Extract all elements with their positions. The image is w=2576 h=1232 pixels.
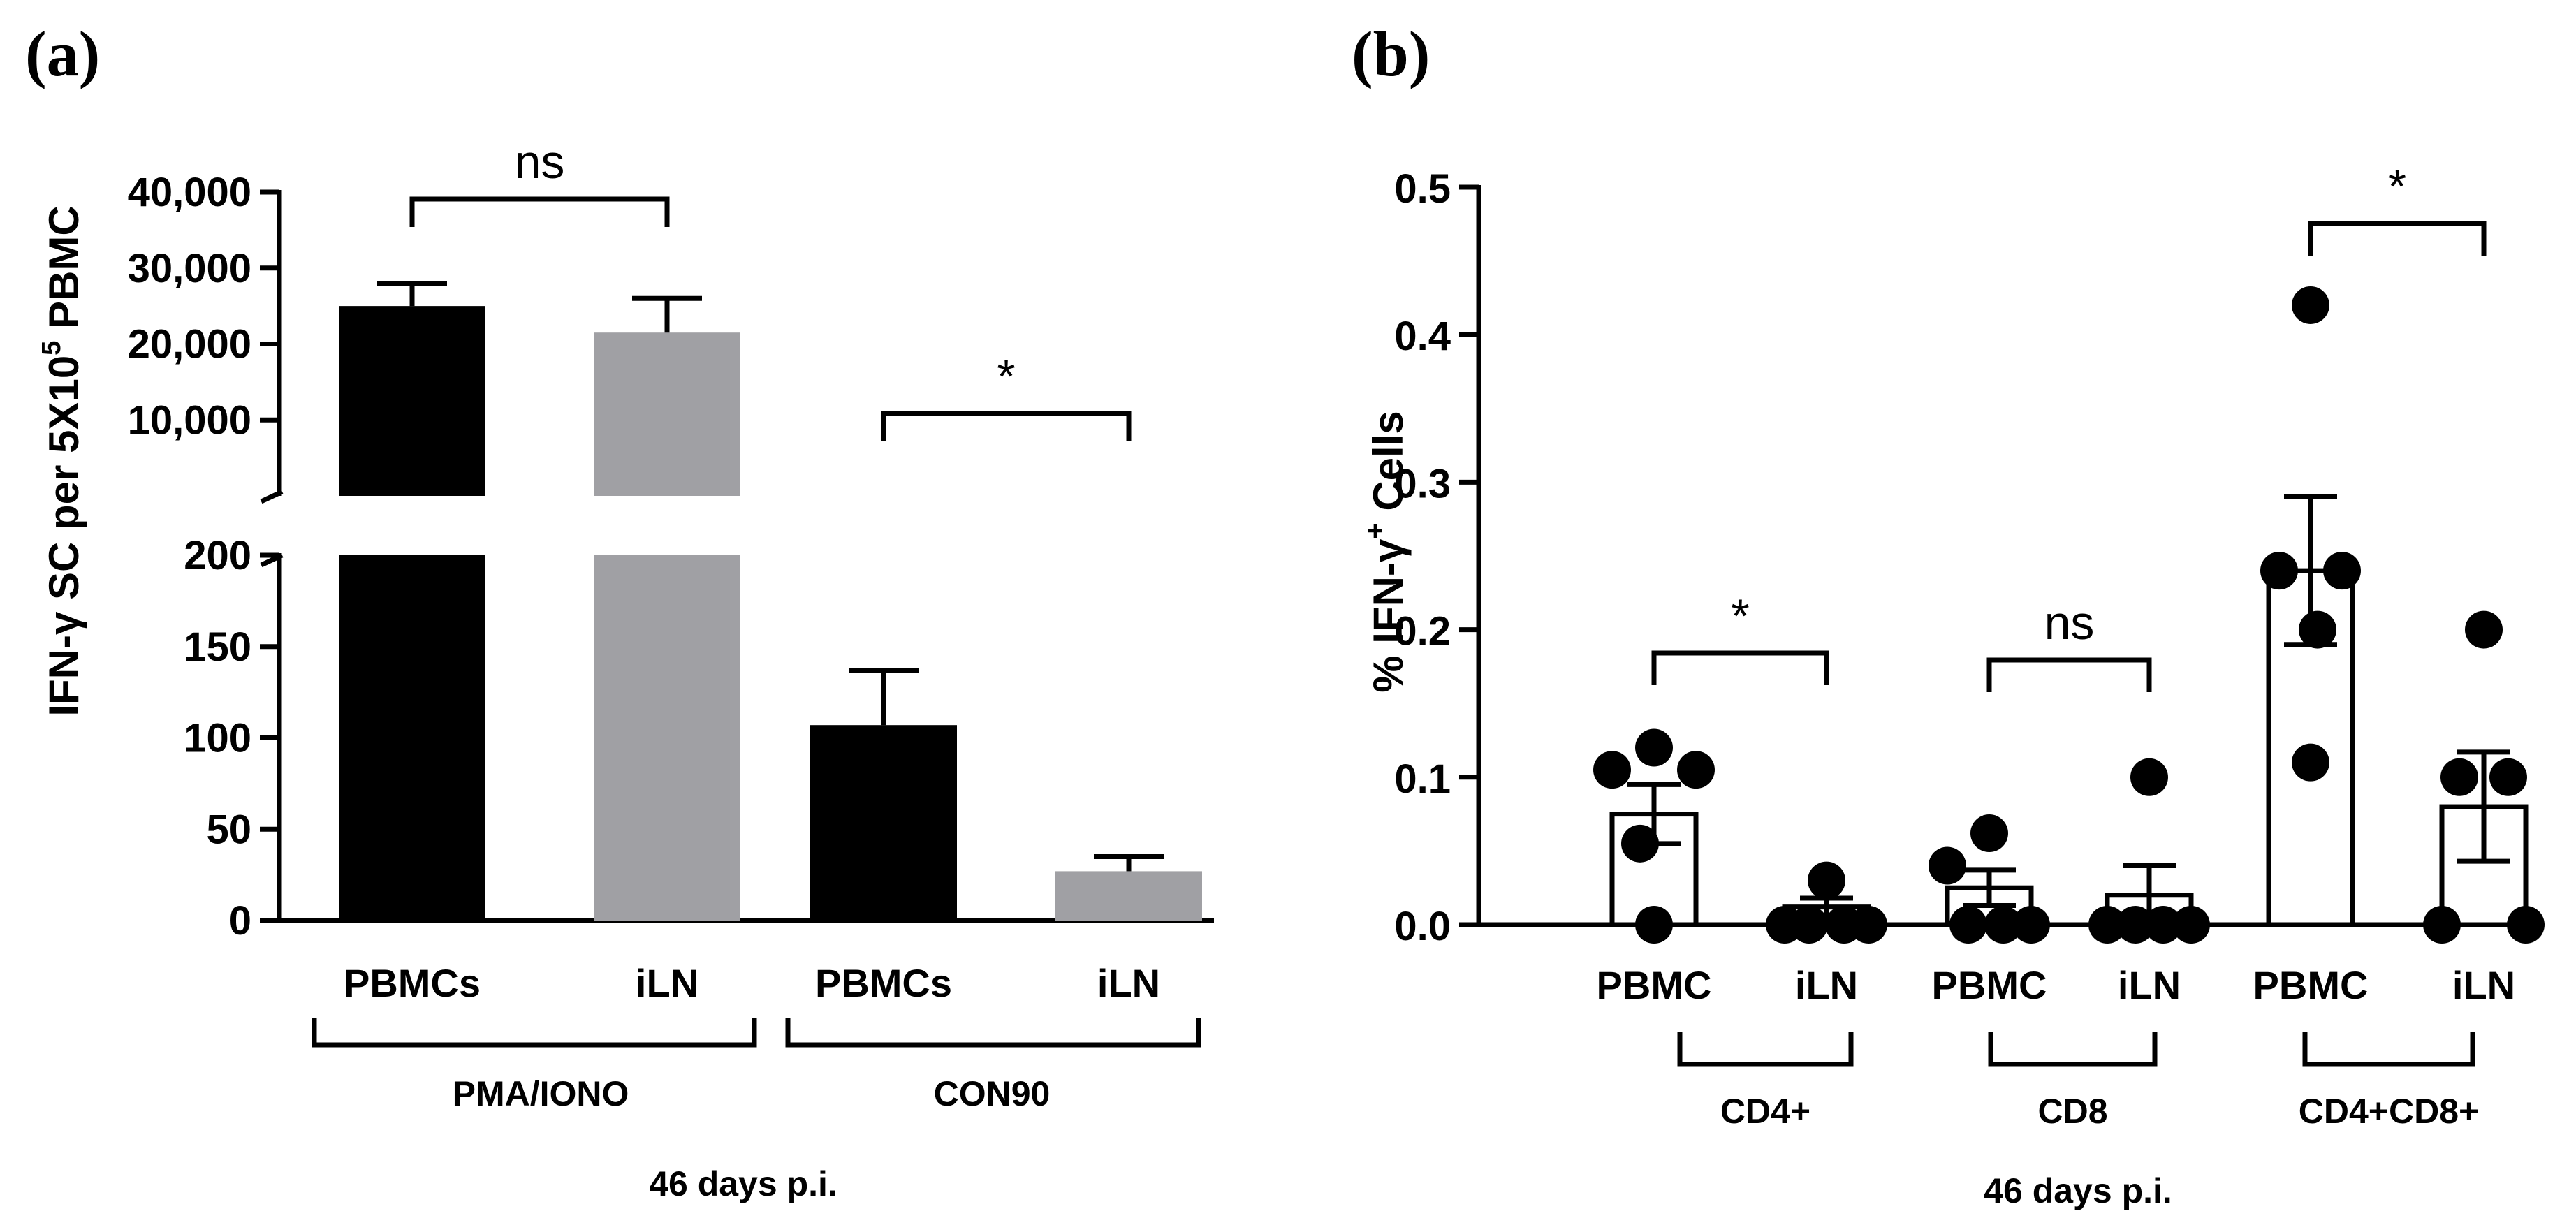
- panel-a-y-tick-label: 30,000: [128, 246, 251, 291]
- panel-a-y-tick-label: 0: [229, 898, 251, 944]
- data-point: [2423, 906, 2461, 944]
- panel-a-significance-label: ns: [515, 135, 565, 189]
- panel-b-significance-label: *: [1731, 589, 1749, 643]
- bar: [339, 555, 485, 921]
- data-point: [1635, 728, 1673, 767]
- panel-b-significance-label: ns: [2044, 596, 2095, 650]
- data-point: [2292, 286, 2329, 324]
- panel-b-x-axis-title: 46 days p.i.: [1984, 1171, 2172, 1210]
- panel-a-y-tick-label: 40,000: [128, 170, 251, 215]
- data-point: [2507, 906, 2545, 944]
- panel-b-group-bracket: [1677, 1032, 1854, 1067]
- bar: [594, 332, 740, 496]
- panel-a-y-tick-label: 200: [184, 533, 251, 578]
- panel-a-group-bracket: [785, 1018, 1201, 1048]
- panel-b-category-label: PBMC: [1932, 963, 2047, 1007]
- panel-a-group-label: PMA/IONO: [453, 1074, 629, 1113]
- data-point: [1984, 906, 2022, 944]
- bar: [339, 306, 485, 496]
- panel-b-significance-bracket: [1986, 657, 2152, 692]
- panel-a-group-bracket: [312, 1018, 757, 1048]
- data-point: [2489, 758, 2527, 796]
- data-point: [1850, 906, 1887, 944]
- panel-b-y-axis-title: % IFN-γ+ Cells: [1360, 411, 1412, 692]
- panel-a-category-label: PBMCs: [815, 961, 952, 1005]
- data-point: [1929, 846, 1966, 885]
- panel-b-significance-label: *: [2388, 160, 2406, 213]
- data-point: [2116, 906, 2154, 944]
- panel-b-group-label: CD4+: [1720, 1092, 1810, 1131]
- panel-a-y-tick-label: 150: [184, 624, 251, 670]
- data-point: [2088, 906, 2126, 944]
- data-point: [1635, 906, 1673, 944]
- data-point: [2299, 610, 2336, 649]
- data-point: [2130, 758, 2168, 796]
- data-point: [2172, 906, 2210, 944]
- bar: [1055, 871, 1202, 921]
- panel-b-category-label: PBMC: [1597, 963, 1712, 1007]
- data-point: [1949, 906, 1987, 944]
- panel-a-x-axis-title: 46 days p.i.: [649, 1164, 837, 1203]
- bar: [810, 725, 957, 921]
- panel-b-y-tick-label: 0.1: [1394, 756, 1451, 802]
- data-point: [1808, 861, 1845, 900]
- panel-a-significance-bracket: [409, 196, 670, 227]
- data-point: [2292, 743, 2329, 782]
- panel-b-group-label: CD8: [2037, 1092, 2107, 1131]
- panel-a-category-label: iLN: [636, 961, 698, 1005]
- data-point: [2144, 906, 2182, 944]
- panel-b-y-tick-label: 0.5: [1394, 166, 1451, 212]
- panel-a-y-tick-label: 20,000: [128, 322, 251, 367]
- panel-b-significance-bracket: [2308, 221, 2487, 256]
- panel-a-significance-bracket: [881, 411, 1132, 441]
- data-point: [1790, 906, 1828, 944]
- panel-a-y-tick-label: 100: [184, 716, 251, 761]
- data-point: [1593, 751, 1631, 789]
- panel-a-group-label: CON90: [934, 1074, 1051, 1113]
- panel-a-significance-label: *: [997, 350, 1015, 403]
- panel-b-group-bracket: [1988, 1032, 2158, 1067]
- panel-a-y-tick-label: 10,000: [128, 397, 251, 443]
- panel-a-y-tick-label: 50: [206, 807, 251, 852]
- panel-a-category-label: PBMCs: [344, 961, 481, 1005]
- panel-b-y-tick-label: 0.4: [1394, 314, 1451, 359]
- data-point: [2465, 610, 2503, 649]
- panel-b-category-label: PBMC: [2253, 963, 2369, 1007]
- panel-a-axis-break-mark: [260, 489, 284, 504]
- data-point: [2012, 906, 2050, 944]
- bar: [594, 555, 740, 921]
- panel-b: (b) % IFN-γ+ Cells 0.0 0.1 0.2 0.3 0.4 0.5 PB…: [1352, 18, 2545, 1210]
- panel-a-y-axis-title: IFN-γ SC per 5X105 PBMC: [37, 205, 87, 716]
- panel-a: (a) IFN-γ SC per 5X105 PBMC 0 50 100 150 200…: [25, 18, 1214, 1203]
- panel-a-label: (a): [25, 18, 100, 89]
- panel-b-significance-bracket: [1651, 650, 1829, 685]
- panel-b-category-label: iLN: [2452, 963, 2515, 1007]
- panel-b-category-label: iLN: [2118, 963, 2181, 1007]
- data-point: [2440, 758, 2478, 796]
- panel-b-y-tick-label: 0.2: [1394, 609, 1451, 654]
- panel-b-category-label: iLN: [1795, 963, 1858, 1007]
- data-point: [2323, 552, 2361, 590]
- data-point: [1677, 751, 1715, 789]
- data-point: [1970, 814, 2008, 853]
- panel-b-y-tick-label: 0.3: [1394, 461, 1451, 506]
- panel-b-y-tick-label: 0.0: [1394, 904, 1451, 949]
- panel-a-category-label: iLN: [1097, 961, 1160, 1005]
- panel-b-group-label: CD4+CD8+: [2299, 1092, 2479, 1131]
- data-point: [1621, 824, 1659, 863]
- data-point: [2260, 552, 2298, 590]
- panel-b-group-bracket: [2302, 1032, 2475, 1067]
- panel-b-label: (b): [1352, 18, 1430, 89]
